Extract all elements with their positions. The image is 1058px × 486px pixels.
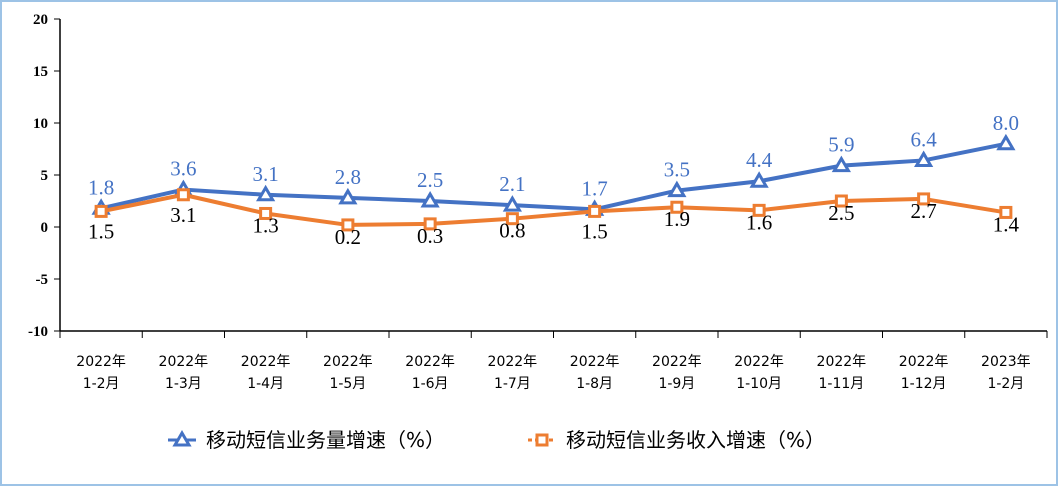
triangle-marker: [172, 430, 192, 447]
data-label: 0.8: [499, 219, 525, 243]
data-label: 1.3: [253, 213, 279, 237]
triangle-marker: [914, 150, 934, 167]
square-marker: [176, 188, 190, 202]
x-tick-label: 2022年: [76, 354, 126, 370]
triangle-marker: [996, 133, 1016, 151]
data-label: 1.4: [993, 212, 1020, 236]
x-tick-label: 2022年: [323, 354, 373, 370]
legend-label: 移动短信业务收入增速（%）: [566, 428, 825, 452]
x-tick-label: 1-7月: [494, 376, 531, 392]
y-tick-label: 5: [41, 168, 49, 184]
data-label: 3.1: [170, 203, 196, 227]
x-tick-label: 1-2月: [987, 376, 1024, 392]
square-marker: [94, 204, 108, 218]
data-label: 1.5: [88, 219, 114, 243]
triangle-marker: [502, 195, 522, 212]
square-marker: [535, 433, 549, 447]
data-label: 0.3: [417, 224, 443, 248]
data-label: 1.7: [582, 176, 608, 200]
legend-label: 移动短信业务量增速（%）: [206, 428, 445, 452]
x-tick-label: 2022年: [159, 354, 209, 370]
x-tick-label: 2022年: [652, 354, 702, 370]
data-label: 3.1: [253, 162, 279, 186]
square-marker: [341, 218, 355, 232]
x-tick-label: 2022年: [570, 354, 620, 370]
x-tick-label: 2022年: [734, 354, 784, 370]
x-tick-label: 1-6月: [412, 376, 449, 392]
series-line: [100, 141, 1007, 212]
x-tick-label: 1-12月: [901, 376, 947, 392]
x-tick-label: 1-2月: [83, 376, 120, 392]
triangle-marker: [256, 184, 276, 202]
y-tick-label: 15: [33, 64, 48, 80]
x-tick-label: 1-4月: [247, 376, 284, 392]
data-label: 3.5: [664, 158, 690, 182]
data-label: 1.9: [664, 207, 690, 231]
square-marker: [505, 212, 519, 226]
data-label: 3.6: [170, 157, 196, 181]
data-label: 2.5: [417, 168, 443, 192]
square-marker: [259, 206, 273, 220]
data-label: 1.8: [88, 175, 114, 199]
x-tick-label: 2022年: [488, 354, 538, 370]
data-label: 8.0: [993, 111, 1019, 135]
data-label: 2.7: [911, 199, 937, 223]
x-tick-label: 1-10月: [736, 376, 782, 392]
square-marker: [834, 194, 848, 208]
data-label: 1.6: [746, 210, 772, 234]
data-label: 5.9: [828, 133, 854, 157]
square-marker: [423, 217, 437, 231]
x-tick-label: 1-5月: [329, 376, 366, 392]
series-line: [100, 192, 1007, 227]
square-marker: [752, 203, 766, 217]
y-tick-label: 20: [33, 12, 48, 28]
data-label: 2.1: [499, 172, 525, 196]
square-marker: [917, 192, 931, 206]
triangle-marker: [338, 187, 358, 205]
x-tick-label: 1-8月: [576, 376, 613, 392]
data-label: 4.4: [746, 148, 773, 172]
triangle-marker: [749, 171, 769, 188]
x-tick-label: 1-9月: [658, 376, 695, 392]
y-tick-label: 10: [33, 116, 48, 132]
data-label: 2.8: [335, 165, 361, 189]
data-label: 2.5: [828, 201, 854, 225]
x-tick-label: 2022年: [899, 354, 949, 370]
x-tick-label: 2022年: [817, 354, 867, 370]
y-tick-label: 0: [41, 220, 49, 236]
x-tick-label: 2022年: [241, 354, 291, 370]
square-marker: [670, 200, 684, 214]
triangle-marker: [667, 180, 687, 198]
x-tick-label: 1-3月: [165, 376, 202, 392]
x-tick-label: 2022年: [405, 354, 455, 370]
x-tick-label: 2023年: [981, 354, 1031, 370]
y-tick-label: -10: [28, 324, 48, 340]
square-marker: [588, 204, 602, 218]
triangle-marker: [831, 155, 851, 173]
y-tick-label: -5: [36, 272, 49, 288]
data-label: 1.5: [582, 219, 608, 243]
triangle-marker: [420, 191, 440, 208]
x-tick-label: 1-11月: [818, 376, 864, 392]
square-marker: [999, 205, 1013, 219]
data-label: 6.4: [911, 127, 938, 151]
data-label: 0.2: [335, 225, 361, 249]
